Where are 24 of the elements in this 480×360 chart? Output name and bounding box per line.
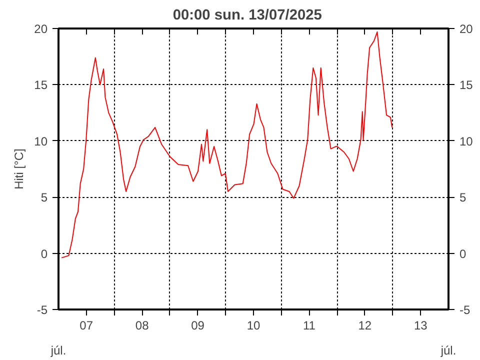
text: júl. (440, 344, 456, 358)
x-tick-label: 08 (135, 318, 150, 332)
y2-tick-label: 0 (460, 246, 466, 261)
line-series (61, 31, 393, 258)
x-tick-label: 07 (80, 318, 94, 332)
y-tick-label: 20 (34, 22, 48, 36)
y2-tick-label: 5 (460, 190, 466, 205)
y2-tick-label: 10 (460, 134, 474, 148)
x-tick-label: 13 (414, 318, 428, 332)
x-tick-label: 12 (358, 318, 372, 332)
y-tick-label: 10 (34, 134, 48, 148)
y-tick-label: 0 (40, 246, 48, 261)
y-tick-label: 5 (40, 190, 48, 205)
text: júl. (50, 344, 66, 358)
x-tick-label: 09 (191, 318, 205, 332)
y-tick-label: 15 (34, 78, 48, 92)
y2-tick-label: 20 (460, 22, 474, 36)
y-axis-title: Hiti [°C] (12, 148, 26, 190)
x-tick-label: 11 (302, 318, 316, 332)
chart-title: 00:00 sun. 13/07/2025 (172, 8, 322, 24)
y-tick-label: -5 (36, 303, 48, 317)
x-tick-label: 10 (246, 318, 260, 332)
y2-tick-label: -5 (460, 303, 470, 317)
y2-tick-label: 15 (460, 78, 474, 92)
